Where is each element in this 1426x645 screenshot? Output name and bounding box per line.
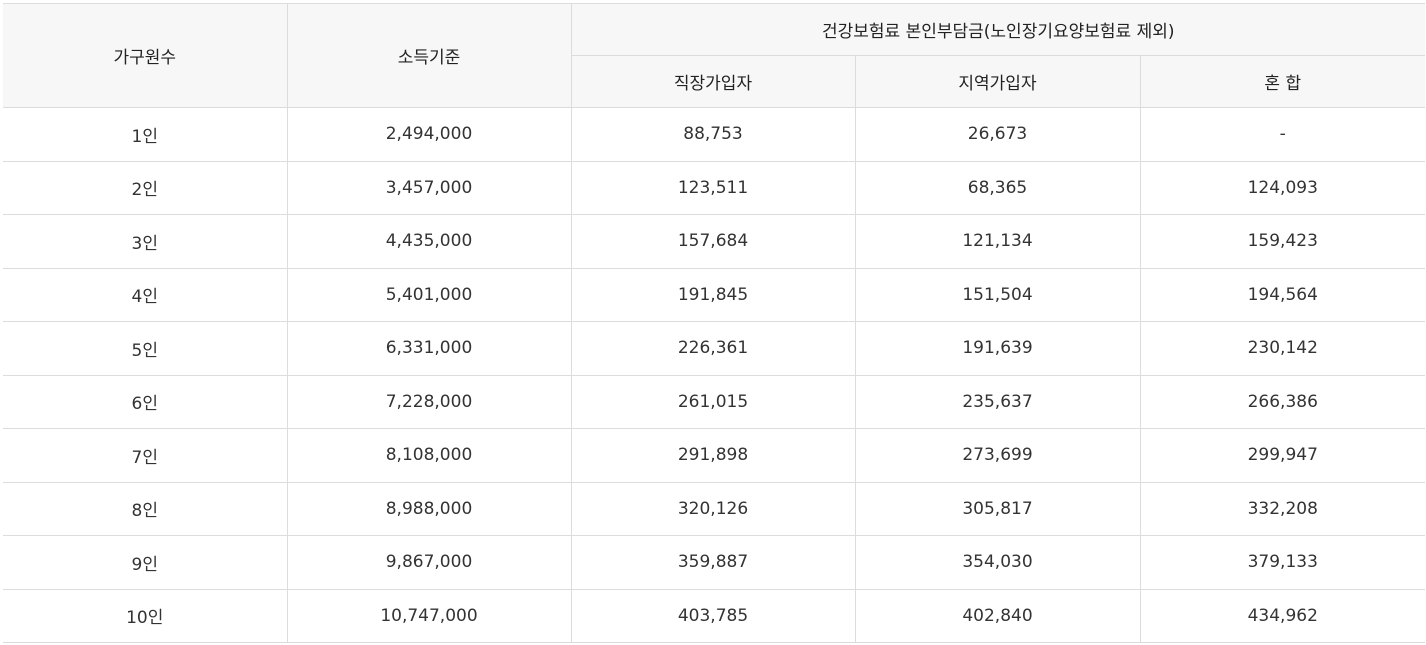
- cell-income: 6,331,000: [286, 321, 572, 376]
- cell-mixed: 379,133: [1139, 535, 1425, 590]
- cell-employee: 320,126: [570, 481, 856, 536]
- header-insurance-group: 건강보험료 본인부담금(노인장기요양보험료 제외): [570, 3, 1425, 56]
- cell-household: 7인: [3, 428, 288, 483]
- cell-employee: 157,684: [570, 214, 856, 269]
- insurance-table: 가구원수 소득기준 건강보험료 본인부담금(노인장기요양보험료 제외) 직장가입…: [3, 3, 1425, 643]
- table-row: 5인 6,331,000 226,361 191,639 230,142: [3, 321, 1425, 376]
- header-mixed: 혼 합: [1139, 55, 1425, 108]
- cell-mixed: 266,386: [1139, 374, 1425, 429]
- subheader-row: 직장가입자 지역가입자 혼 합: [3, 55, 1425, 108]
- cell-employee: 403,785: [570, 588, 856, 643]
- cell-household: 9인: [3, 535, 288, 590]
- cell-regional: 68,365: [854, 160, 1141, 215]
- table-row: 2인 3,457,000 123,511 68,365 124,093: [3, 160, 1425, 215]
- cell-household: 8인: [3, 481, 288, 536]
- cell-regional: 273,699: [854, 428, 1141, 483]
- cell-income: 10,747,000: [286, 588, 572, 643]
- cell-household: 4인: [3, 267, 288, 322]
- table-body: 1인 2,494,000 88,753 26,673-2인 3,457,000 123,5…: [3, 107, 1425, 643]
- cell-mixed: 434,962: [1139, 588, 1425, 643]
- cell-employee: 226,361: [570, 321, 856, 376]
- cell-employee: 123,511: [570, 160, 856, 215]
- header-employee: 직장가입자: [571, 55, 856, 108]
- header-household: 가구원수: [3, 3, 288, 108]
- table-row: 3인 4,435,000 157,684 121,134 159,423: [3, 214, 1425, 269]
- cell-mixed: 194,564: [1139, 267, 1425, 322]
- cell-income: 5,401,000: [286, 267, 572, 322]
- header-regional: 지역가입자: [854, 55, 1141, 108]
- table-row: 7인 8,108,000 291,898 273,699 299,947: [3, 428, 1425, 483]
- cell-regional: 26,673: [854, 107, 1141, 162]
- table-row: 8인 8,988,000 320,126 305,817 332,208: [3, 481, 1425, 536]
- cell-household: 5인: [3, 321, 288, 376]
- cell-employee: 261,015: [570, 374, 856, 429]
- cell-household: 10인: [3, 588, 288, 643]
- cell-mixed: 230,142: [1139, 321, 1425, 376]
- table-row: 4인 5,401,000 191,845 151,504 194,564: [3, 267, 1425, 322]
- cell-regional: 151,504: [854, 267, 1141, 322]
- cell-employee: 191,845: [570, 267, 856, 322]
- cell-regional: 354,030: [854, 535, 1141, 590]
- cell-mixed: 124,093: [1139, 160, 1425, 215]
- cell-regional: 305,817: [854, 481, 1141, 536]
- table-row: 9인 9,867,000 359,887 354,030 379,133: [3, 535, 1425, 590]
- cell-mixed: 159,423: [1139, 214, 1425, 269]
- cell-employee: 291,898: [570, 428, 856, 483]
- table-row: 6인 7,228,000 261,015 235,637 266,386: [3, 374, 1425, 429]
- cell-income: 8,988,000: [286, 481, 572, 536]
- cell-employee: 359,887: [570, 535, 856, 590]
- table-row: 10인 10,747,000 403,785 402,840 434,962: [3, 588, 1425, 643]
- cell-mixed: 332,208: [1139, 481, 1425, 536]
- cell-income: 7,228,000: [286, 374, 572, 429]
- cell-household: 1인: [3, 107, 288, 162]
- cell-income: 4,435,000: [286, 214, 572, 269]
- cell-income: 3,457,000: [286, 160, 572, 215]
- header-row: 가구원수 소득기준 건강보험료 본인부담금(노인장기요양보험료 제외): [3, 3, 1425, 108]
- cell-regional: 402,840: [854, 588, 1141, 643]
- cell-regional: 191,639: [854, 321, 1141, 376]
- cell-income: 2,494,000: [286, 107, 572, 162]
- cell-income: 8,108,000: [286, 428, 572, 483]
- cell-regional: 235,637: [854, 374, 1141, 429]
- cell-employee: 88,753: [570, 107, 856, 162]
- cell-mixed: 299,947: [1139, 428, 1425, 483]
- cell-household: 2인: [3, 160, 288, 215]
- cell-household: 3인: [3, 214, 288, 269]
- cell-income: 9,867,000: [286, 535, 572, 590]
- header-income: 소득기준: [286, 3, 572, 108]
- table-row: 1인 2,494,000 88,753 26,673-: [3, 107, 1425, 162]
- cell-regional: 121,134: [854, 214, 1141, 269]
- cell-mixed: -: [1139, 107, 1425, 162]
- cell-household: 6인: [3, 374, 288, 429]
